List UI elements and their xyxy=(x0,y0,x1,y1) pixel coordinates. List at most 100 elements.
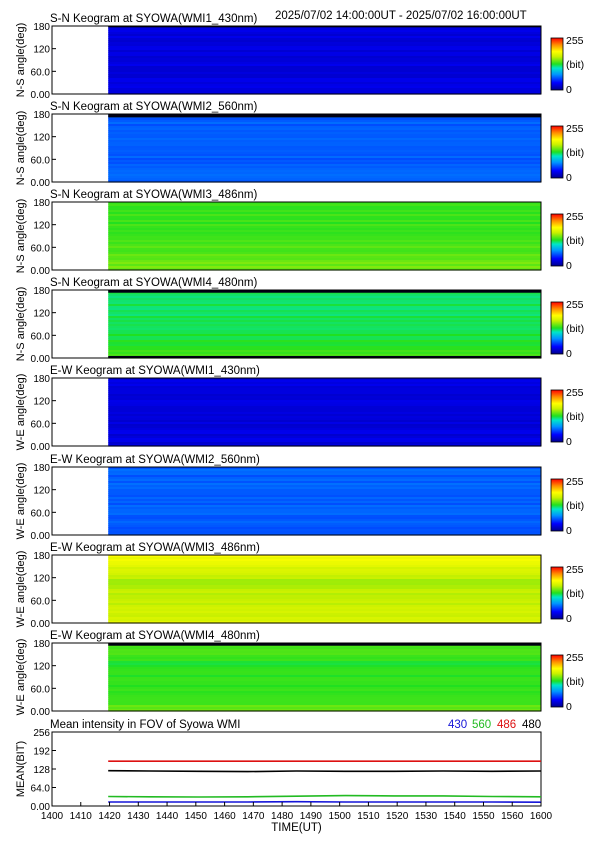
heatmap-row xyxy=(108,677,542,680)
heatmap-row xyxy=(108,92,542,95)
heatmap-row xyxy=(108,338,542,341)
heatmap-row xyxy=(108,587,542,590)
heatmap-row xyxy=(108,665,542,668)
heatmap-row xyxy=(108,619,542,622)
heatmap-row xyxy=(108,424,542,427)
y-tick-label: 60.0 xyxy=(31,596,51,607)
y-tick-label: 120 xyxy=(33,486,50,497)
heatmap-row xyxy=(108,412,542,415)
heatmap-row xyxy=(108,166,542,169)
heatmap-row xyxy=(108,579,542,582)
colorbar-max-label: 255 xyxy=(566,652,584,664)
heatmap-row xyxy=(108,336,542,339)
heatmap-row xyxy=(108,330,542,333)
heatmap-row xyxy=(108,653,542,656)
heatmap-masked-band xyxy=(108,290,542,293)
colorbar xyxy=(550,654,564,708)
heatmap-row xyxy=(108,60,542,63)
heatmap-row xyxy=(108,52,542,55)
heatmap-row xyxy=(108,62,542,65)
heatmap-row xyxy=(108,428,542,431)
heatmap-row xyxy=(108,503,542,506)
y-axis-label: N-S angle(deg) xyxy=(15,287,27,362)
heatmap-row xyxy=(108,617,542,620)
heatmap-row xyxy=(108,603,542,606)
y-axis-label: W-E angle(deg) xyxy=(15,551,27,628)
heatmap-row xyxy=(108,174,542,177)
x-tick-label: 1410 xyxy=(70,811,93,822)
heatmap-row xyxy=(108,581,542,584)
heatmap-row xyxy=(108,575,542,578)
heatmap-row xyxy=(108,222,542,225)
y-tick-label: 60.0 xyxy=(31,67,51,78)
heatmap-row xyxy=(108,657,542,660)
colorbar-unit-label: (bit) xyxy=(566,588,584,600)
heatmap-row xyxy=(108,68,542,71)
panel-title: E-W Keogram at SYOWA(WMI4_480nm) xyxy=(50,630,260,642)
heatmap-row xyxy=(108,422,542,425)
colorbar-max-label: 255 xyxy=(566,387,584,399)
heatmap-row xyxy=(108,260,542,263)
heatmap-row xyxy=(108,136,542,139)
heatmap-row xyxy=(108,296,542,299)
heatmap-row xyxy=(108,320,542,323)
heatmap-row xyxy=(108,599,542,602)
heatmap-row xyxy=(108,565,542,568)
heatmap-masked-band xyxy=(108,355,542,358)
heatmap-row xyxy=(108,312,542,315)
heatmap-row xyxy=(108,499,542,502)
heatmap-row xyxy=(108,90,542,93)
heatmap-row xyxy=(108,573,542,576)
heatmap-row xyxy=(108,378,542,381)
heatmap-image xyxy=(108,202,542,271)
heatmap-row xyxy=(108,324,542,327)
heatmap-row xyxy=(108,645,542,648)
heatmap-row xyxy=(108,128,542,131)
heatmap-row xyxy=(108,308,542,311)
y-tick-label: 60.0 xyxy=(31,684,51,695)
heatmap-row xyxy=(108,348,542,351)
panel-title: S-N Keogram at SYOWA(WMI3_486nm) xyxy=(50,189,257,201)
y-tick-label: 0.00 xyxy=(31,178,51,189)
y-tick-label: 60.0 xyxy=(31,155,51,166)
heatmap-row xyxy=(108,294,542,297)
series-line xyxy=(108,794,542,798)
heatmap-row xyxy=(108,382,542,385)
x-tick-label: 1540 xyxy=(444,811,467,822)
heatmap-row xyxy=(108,471,542,474)
heatmap-row xyxy=(108,250,542,253)
y-axis-label: W-E angle(deg) xyxy=(15,463,27,540)
heatmap-row xyxy=(108,571,542,574)
colorbar-unit-label: (bit) xyxy=(566,147,584,159)
heatmap-row xyxy=(108,212,542,215)
heatmap-row xyxy=(108,350,542,353)
colorbar-min-label: 0 xyxy=(566,84,572,96)
heatmap-row xyxy=(108,152,542,155)
heatmap-row xyxy=(108,697,542,700)
heatmap-masked-band xyxy=(108,114,542,118)
heatmap-row xyxy=(108,58,542,61)
heatmap-row xyxy=(108,595,542,598)
heatmap-row xyxy=(108,430,542,433)
colorbar-unit-label: (bit) xyxy=(566,59,584,71)
heatmap-row xyxy=(108,298,542,301)
plot-frame xyxy=(51,466,542,536)
y-tick-label: 192 xyxy=(33,747,50,758)
heatmap-row xyxy=(108,88,542,91)
heatmap-row xyxy=(108,561,542,564)
heatmap-row xyxy=(108,208,542,211)
heatmap-image xyxy=(108,643,542,712)
heatmap-row xyxy=(108,569,542,572)
heatmap-row xyxy=(108,477,542,480)
heatmap-row xyxy=(108,473,542,476)
heatmap-row xyxy=(108,316,542,319)
y-tick-label: 120 xyxy=(33,397,50,408)
heatmap-row xyxy=(108,663,542,666)
plot-frame xyxy=(51,25,542,95)
series-line xyxy=(108,800,542,804)
heatmap-row xyxy=(108,689,542,692)
heatmap-row xyxy=(108,76,542,79)
heatmap-row xyxy=(108,134,542,137)
heatmap-row xyxy=(108,176,542,179)
heatmap-row xyxy=(108,699,542,702)
